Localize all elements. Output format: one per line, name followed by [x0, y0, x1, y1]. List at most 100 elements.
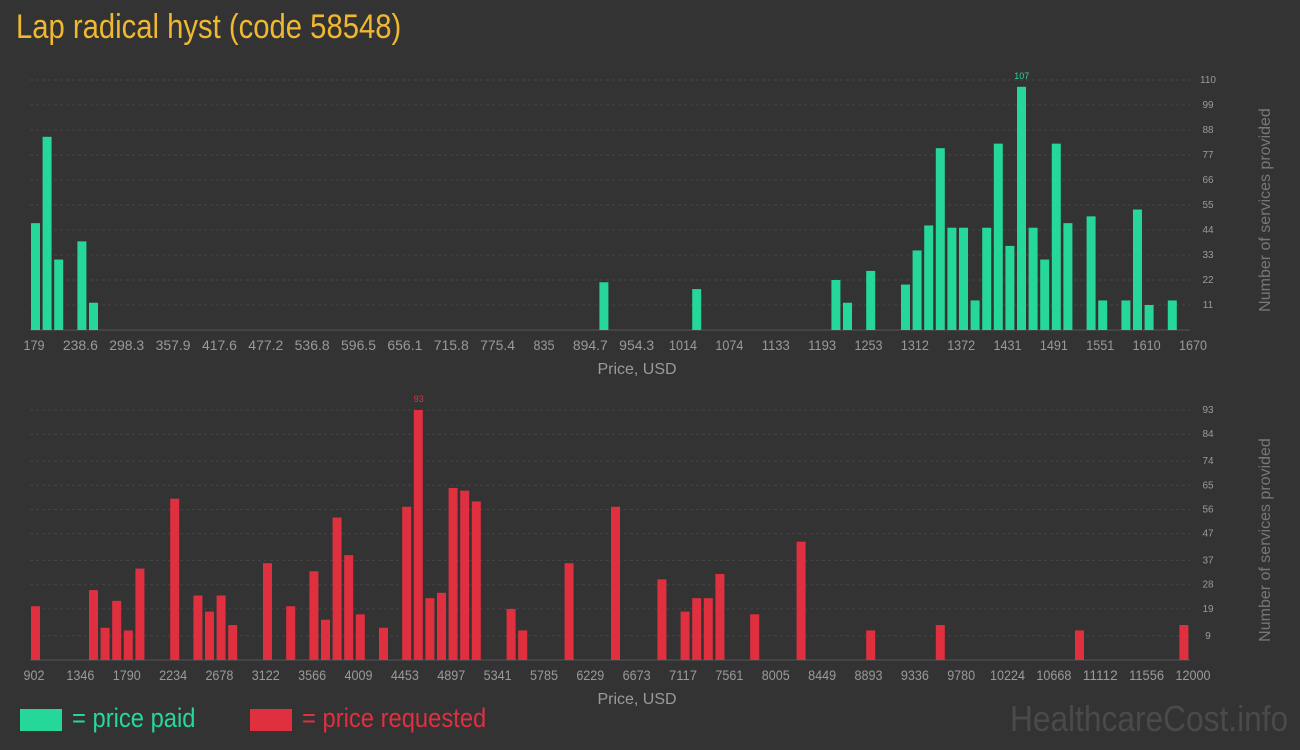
x-tick-label: 3566	[298, 667, 326, 683]
bar	[193, 595, 203, 660]
y-tick-label: 47	[1202, 529, 1214, 540]
x-tick-label: 12000	[1176, 667, 1211, 683]
x-tick-label: 298.3	[109, 337, 144, 353]
x-tick-label: 4453	[391, 667, 419, 683]
y-tick-label: 74	[1202, 456, 1214, 467]
legend-paid-label: = price paid	[72, 703, 196, 733]
bar	[703, 598, 713, 660]
bar	[89, 590, 98, 660]
y-tick-label: 88	[1202, 125, 1214, 136]
bar	[437, 592, 446, 660]
bar	[228, 625, 238, 660]
x-tick-label: 477.2	[248, 337, 283, 353]
y-tick-label: 99	[1202, 100, 1214, 111]
x-tick-label: 357.9	[156, 337, 191, 353]
x-tick-label: 10668	[1036, 667, 1071, 683]
price-requested-chart: 9 19 28 37 47 56 65 74 84 93 93 902 1346 1790 2234 2678…	[24, 394, 1275, 708]
x-tick-label: 1346	[66, 667, 94, 683]
bar	[912, 250, 922, 330]
x-tick-label: 1133	[762, 337, 790, 353]
x-tick-label: 9336	[901, 667, 929, 683]
x-tick-label: 1790	[113, 667, 141, 683]
x-tick-label: 1372	[947, 337, 975, 353]
bar	[1121, 300, 1131, 330]
bar	[1017, 86, 1026, 331]
x-tick-label: 4897	[437, 667, 465, 683]
y-tick-label: 44	[1202, 225, 1214, 236]
x-tick-label: 775.4	[480, 337, 515, 353]
y-tick-label: 22	[1202, 275, 1214, 286]
bar	[1051, 143, 1061, 330]
x-tick-label: 835	[533, 337, 554, 353]
y-tick-label: 93	[1202, 405, 1214, 416]
bar	[506, 608, 516, 660]
x-tick-label: 10224	[990, 667, 1025, 683]
bar	[471, 501, 481, 660]
bar	[680, 611, 690, 660]
bar	[54, 259, 64, 330]
x-tick-label: 715.8	[434, 337, 469, 353]
x-tick-label: 1610	[1133, 337, 1161, 353]
x-tick-label: 2234	[159, 667, 187, 683]
legend-paid-swatch	[20, 709, 62, 731]
bar	[831, 280, 841, 330]
bar	[170, 498, 180, 660]
x-tick-label: 1014	[669, 337, 697, 353]
bar	[344, 555, 354, 660]
y-tick-label: 11	[1203, 300, 1214, 311]
bar	[205, 611, 214, 660]
x-tick-label: 954.3	[619, 337, 654, 353]
x-tick-label: 11112	[1083, 667, 1118, 683]
bar	[796, 541, 806, 660]
x-tick-label: 4009	[345, 667, 373, 683]
bar	[611, 506, 620, 660]
x-tick-label: 902	[24, 667, 45, 683]
bar	[1144, 305, 1154, 330]
x-tick-label: 417.6	[202, 337, 237, 353]
x-tick-label: 6673	[623, 667, 651, 683]
bar	[599, 282, 609, 330]
y-axis-label: Number of services provided	[1257, 108, 1274, 312]
bar	[866, 270, 876, 330]
x-axis-label: Price, USD	[597, 691, 676, 708]
x-tick-label: 596.5	[341, 337, 376, 353]
bar	[935, 148, 945, 330]
bar	[1063, 223, 1073, 330]
bar	[970, 300, 980, 330]
bar	[715, 573, 725, 660]
bar	[123, 630, 133, 660]
bar	[112, 600, 122, 660]
bar	[31, 606, 40, 660]
bar	[425, 598, 435, 660]
bar	[1075, 630, 1084, 660]
y-tick-label: 37	[1202, 556, 1214, 567]
bar	[31, 223, 40, 330]
x-tick-label: 1074	[715, 337, 743, 353]
bar	[1086, 216, 1096, 330]
y-tick-label: 77	[1202, 150, 1214, 161]
x-tick-label: 656.1	[387, 337, 422, 353]
x-tick-label: 11556	[1129, 667, 1164, 683]
bar	[216, 595, 226, 660]
bar	[135, 568, 145, 660]
x-tick-label: 1253	[854, 337, 882, 353]
x-tick-label: 179	[24, 337, 45, 353]
bar	[100, 627, 110, 660]
x-tick-label: 1670	[1179, 337, 1207, 353]
bar	[77, 241, 87, 330]
bar	[1040, 259, 1050, 330]
bar	[564, 563, 574, 660]
x-tick-label: 1193	[808, 337, 836, 353]
x-tick-label: 1312	[901, 337, 929, 353]
bar	[379, 627, 388, 660]
x-tick-label: 5341	[484, 667, 512, 683]
bar	[413, 410, 423, 660]
x-tick-label: 1431	[994, 337, 1022, 353]
bar	[1005, 245, 1015, 330]
bar	[692, 598, 702, 660]
bar	[959, 227, 968, 330]
x-tick-label: 1491	[1040, 337, 1068, 353]
bar	[843, 302, 852, 330]
price-paid-chart: 11 22 33 44 55 66 77 88 99 110 107 179 238.6 298.3 357…	[24, 71, 1275, 378]
x-tick-label: 8449	[808, 667, 836, 683]
